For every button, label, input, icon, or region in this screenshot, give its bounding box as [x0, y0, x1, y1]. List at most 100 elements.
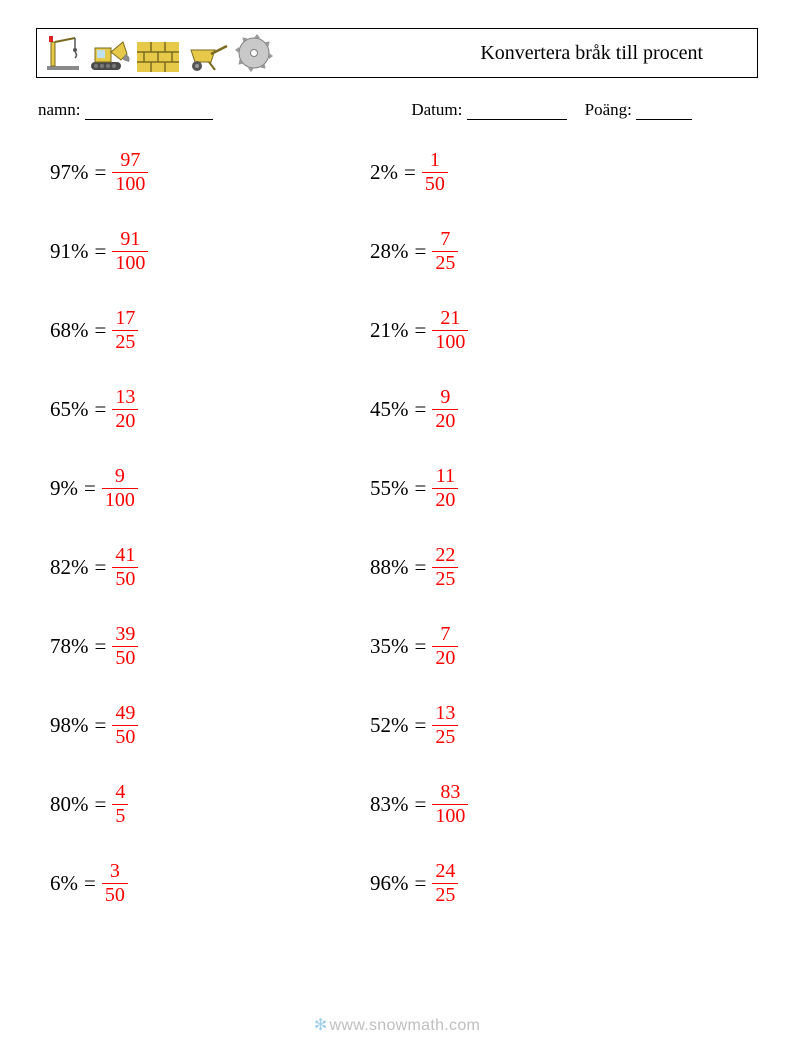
problem-row: 6%=350 [50, 861, 370, 906]
worksheet-header: Konvertera bråk till procent [36, 28, 758, 78]
header-icon-row [45, 34, 273, 72]
crane-icon [45, 34, 81, 72]
fraction-answer: 920 [432, 387, 458, 432]
equals-sign: = [95, 241, 107, 262]
fraction-answer: 2425 [432, 861, 458, 906]
fraction-answer: 150 [422, 150, 448, 195]
fraction-answer: 1120 [432, 466, 458, 511]
fraction-numerator: 9 [112, 466, 128, 488]
fraction-numerator: 41 [112, 545, 138, 567]
problem-row: 88% =2225 [370, 545, 690, 590]
equals-sign: = [95, 162, 107, 183]
fraction-numerator: 3 [107, 861, 123, 883]
percent-value: 2% [370, 162, 398, 183]
problem-row: 78% =3950 [50, 624, 370, 669]
fraction-answer: 2225 [432, 545, 458, 590]
equals-sign: = [415, 478, 427, 499]
percent-value: 83% [370, 794, 409, 815]
fraction-denominator: 100 [112, 251, 148, 274]
fraction-answer: 725 [432, 229, 458, 274]
percent-value: 21% [370, 320, 409, 341]
problem-row: 52% =1325 [370, 703, 690, 748]
equals-sign: = [84, 873, 96, 894]
fraction-denominator: 50 [112, 646, 138, 669]
percent-value: 55% [370, 478, 409, 499]
fraction-answer: 83100 [432, 782, 468, 827]
problem-row: 28%=725 [370, 229, 690, 274]
fraction-numerator: 39 [112, 624, 138, 646]
problem-row: 98%=4950 [50, 703, 370, 748]
fraction-denominator: 100 [102, 488, 138, 511]
equals-sign: = [95, 399, 107, 420]
problems-col-left: 97%=9710091%=9110068%=172565%=13209%=910… [50, 150, 370, 906]
problem-row: 83% =83100 [370, 782, 690, 827]
percent-value: 78% [50, 636, 89, 657]
fraction-denominator: 50 [422, 172, 448, 195]
equals-sign: = [95, 715, 107, 736]
problems-area: 97%=9710091%=9110068%=172565%=13209%=910… [36, 150, 758, 906]
fraction-denominator: 20 [112, 409, 138, 432]
footer-text: www.snowmath.com [330, 1017, 481, 1034]
date-blank[interactable] [467, 102, 567, 120]
snowflake-icon: ✻ [314, 1017, 328, 1034]
equals-sign: = [415, 794, 427, 815]
equals-sign: = [415, 557, 427, 578]
problem-row: 55% =1120 [370, 466, 690, 511]
fraction-denominator: 5 [112, 804, 128, 827]
fraction-denominator: 50 [112, 567, 138, 590]
equals-sign: = [415, 715, 427, 736]
fraction-numerator: 1 [427, 150, 443, 172]
fraction-denominator: 25 [432, 883, 458, 906]
worksheet-title: Konvertera bråk till procent [480, 42, 703, 65]
percent-value: 65% [50, 399, 89, 420]
fraction-denominator: 25 [432, 725, 458, 748]
equals-sign: = [415, 873, 427, 894]
equals-sign: = [95, 636, 107, 657]
meta-row: namn: Datum: Poäng: [36, 100, 758, 120]
fraction-numerator: 13 [112, 387, 138, 409]
score-label: Poäng: [585, 100, 632, 119]
equals-sign: = [415, 320, 427, 341]
fraction-answer: 4150 [112, 545, 138, 590]
percent-value: 91% [50, 241, 89, 262]
percent-value: 35% [370, 636, 409, 657]
fraction-numerator: 49 [112, 703, 138, 725]
brick-wall-icon [137, 42, 179, 72]
fraction-answer: 91100 [112, 229, 148, 274]
equals-sign: = [415, 636, 427, 657]
percent-value: 88% [370, 557, 409, 578]
name-label: namn: [38, 100, 81, 119]
score-blank[interactable] [636, 102, 692, 120]
percent-value: 68% [50, 320, 89, 341]
equals-sign: = [84, 478, 96, 499]
problem-row: 21% =21100 [370, 308, 690, 353]
date-label: Datum: [411, 100, 462, 119]
fraction-denominator: 20 [432, 646, 458, 669]
percent-value: 28% [370, 241, 409, 262]
saw-blade-icon [235, 34, 273, 72]
fraction-denominator: 100 [432, 804, 468, 827]
percent-value: 9% [50, 478, 78, 499]
problem-row: 9% = 9100 [50, 466, 370, 511]
fraction-numerator: 13 [432, 703, 458, 725]
fraction-numerator: 7 [437, 229, 453, 251]
fraction-denominator: 50 [102, 883, 128, 906]
fraction-denominator: 20 [432, 409, 458, 432]
fraction-denominator: 50 [112, 725, 138, 748]
fraction-answer: 3950 [112, 624, 138, 669]
fraction-numerator: 4 [112, 782, 128, 804]
percent-value: 52% [370, 715, 409, 736]
equals-sign: = [415, 399, 427, 420]
problem-row: 96%=2425 [370, 861, 690, 906]
fraction-answer: 9100 [102, 466, 138, 511]
fraction-numerator: 97 [117, 150, 143, 172]
fraction-denominator: 25 [432, 567, 458, 590]
problem-row: 82%=4150 [50, 545, 370, 590]
fraction-numerator: 24 [432, 861, 458, 883]
name-blank[interactable] [85, 102, 213, 120]
problems-col-right: 2%=15028%=72521%=2110045%=92055%=112088%… [370, 150, 690, 906]
fraction-answer: 21100 [432, 308, 468, 353]
equals-sign: = [404, 162, 416, 183]
footer: ✻www.snowmath.com [0, 1015, 794, 1035]
percent-value: 80% [50, 794, 89, 815]
